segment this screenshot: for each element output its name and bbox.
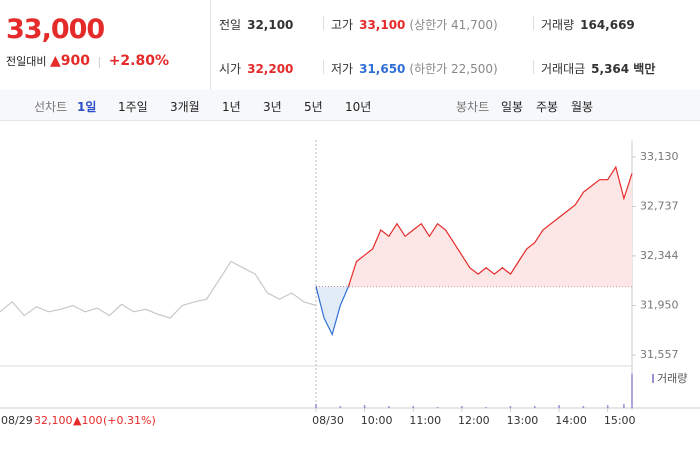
x-tick-label: 11:00 [409, 414, 441, 427]
volume-bar [485, 407, 487, 408]
stat-value: 31,650 [359, 62, 406, 76]
stat-label: 거래량 [541, 18, 575, 32]
footer-pct: (+0.31%) [103, 414, 156, 427]
stat: 거래대금 5,364 백만 [541, 60, 655, 77]
stat-value: 33,100 [359, 18, 406, 32]
stat-value: 32,100 [247, 18, 294, 32]
volume-bar [339, 406, 342, 408]
y-tick-label: 32,737 [640, 199, 679, 212]
candle-button[interactable]: 일봉 [501, 100, 524, 114]
footer-price: 32,100 [34, 414, 73, 427]
stat: 고가 33,100 (상한가 41,700) [331, 16, 498, 33]
footer-date: 08/29 [1, 414, 33, 427]
range-button[interactable]: 5년 [304, 100, 323, 114]
volume-bar [509, 406, 512, 408]
x-tick-label: 12:00 [458, 414, 490, 427]
stat: 시가 32,200 [219, 60, 293, 77]
change: ▲900 [49, 53, 90, 69]
stat-label: 고가 [331, 18, 354, 32]
candle-button[interactable]: 주봉 [536, 100, 559, 114]
stat: 거래량 164,669 [541, 16, 635, 33]
volume-bar [533, 406, 536, 408]
x-tick-label: 10:00 [361, 414, 393, 427]
stat-label: 저가 [331, 62, 354, 76]
line-above [316, 165, 633, 287]
change-pct: +2.80% [108, 53, 170, 69]
area-above [316, 167, 632, 287]
volume-bar [558, 405, 560, 408]
stat-label: 거래대금 [541, 62, 586, 76]
change-row: 전일대비 ▲900 | +2.80% [6, 53, 170, 69]
stat-value: 164,669 [580, 18, 635, 32]
price: 33,000 [6, 14, 105, 45]
volume-bar [582, 406, 585, 408]
y-tick-label: 33,130 [640, 150, 679, 163]
line [0, 260, 317, 319]
area-below [316, 286, 349, 335]
volume-bar [363, 405, 366, 408]
stat: 저가 31,650 (하한가 22,500) [331, 60, 498, 77]
volume-bar [436, 407, 439, 408]
divider [533, 60, 534, 74]
stat-value: 32,200 [247, 62, 294, 76]
toolbar-label: 선차트 [34, 100, 68, 114]
volume-bar [606, 405, 609, 408]
stats: 전일 32,100 고가 33,100 (상한가 41,700) 거래량 164,669 시가… [210, 0, 700, 90]
range-button[interactable]: 10년 [345, 100, 372, 114]
range-button[interactable]: 1주일 [118, 100, 148, 114]
legend-label: 거래량 [657, 372, 687, 385]
range-button[interactable]: 1년 [222, 100, 241, 114]
volume-bar [315, 404, 317, 408]
volume-bar [388, 406, 390, 408]
y-tick-label: 32,344 [640, 249, 679, 262]
x-tick-label: 13:00 [507, 414, 539, 427]
x-tick-label: 15:00 [604, 414, 636, 427]
divider [533, 16, 534, 30]
stat-label: 시가 [219, 62, 242, 76]
stat-value: 5,364 백만 [591, 62, 656, 76]
stat: 전일 32,100 [219, 16, 293, 33]
volume-bar [623, 404, 625, 408]
volume-bar [412, 406, 415, 408]
range-button[interactable]: 3년 [263, 100, 282, 114]
volume-bar [461, 406, 463, 408]
footer-change: ▲100 [73, 414, 102, 427]
stat-extra: (상한가 41,700) [409, 18, 498, 32]
legend-swatch [652, 374, 654, 383]
stat-extra: (하한가 22,500) [409, 62, 498, 76]
volume-bar [631, 373, 633, 408]
x-tick-label: 14:00 [555, 414, 587, 427]
toolbar-label: 봉차트 [456, 100, 490, 114]
change-label: 전일대비 [6, 55, 47, 68]
range-button[interactable]: 3개월 [170, 100, 200, 114]
divider [323, 60, 324, 74]
range-button[interactable]: 1일 [77, 100, 97, 114]
x-tick-label: 08/30 [312, 414, 344, 427]
candle-button[interactable]: 월봉 [571, 100, 594, 114]
y-tick-label: 31,557 [640, 348, 679, 361]
stat-label: 전일 [219, 18, 242, 32]
header: 33,000 전일대비 ▲900 | +2.80% 전일 32,100 고가 33,1… [0, 0, 700, 91]
divider [323, 16, 324, 30]
toolbar: 선차트 1일 1주일 3개월 1년 3년 5년 10년 봉차트 일봉 주봉 월봉 [0, 90, 700, 121]
y-tick-label: 31,950 [640, 299, 679, 312]
